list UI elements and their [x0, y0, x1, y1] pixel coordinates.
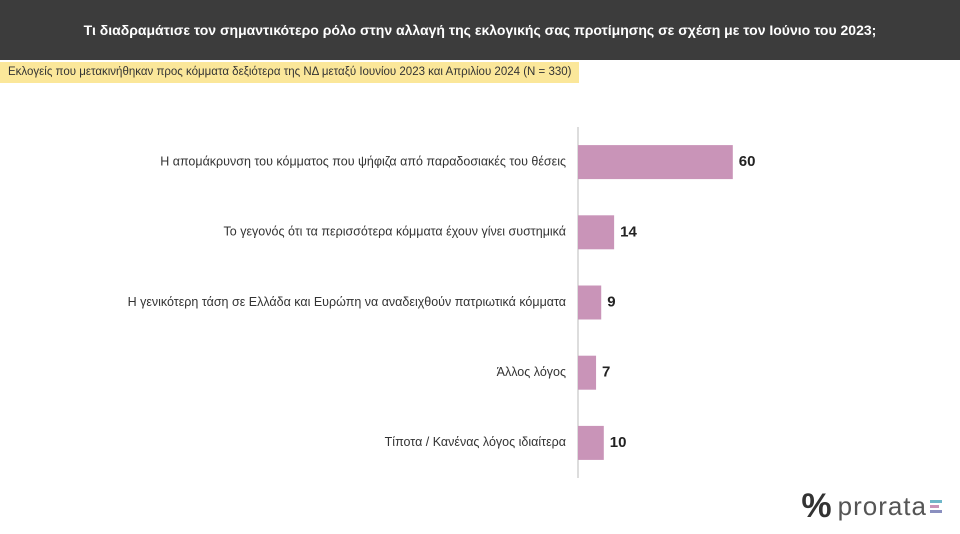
logo-bars: [930, 500, 942, 513]
category-label: Άλλος λόγος: [497, 365, 566, 379]
data-label: 14: [620, 223, 637, 240]
category-label: Η γενικότερη τάση σε Ελλάδα και Ευρώπη ν…: [128, 295, 566, 309]
bar: [578, 285, 602, 320]
bar: [578, 355, 597, 390]
bar: [578, 215, 615, 250]
data-label: 7: [602, 364, 610, 381]
category-label: Το γεγονός ότι τα περισσότερα κόμματα έχ…: [224, 225, 566, 239]
data-label: 10: [610, 434, 627, 451]
logo-name: prorata: [837, 491, 927, 521]
bar: [578, 425, 604, 460]
bar: [578, 145, 733, 180]
data-label: 60: [739, 153, 756, 170]
header: Τι διαδραμάτισε τον σημαντικότερο ρόλο σ…: [0, 0, 960, 60]
category-label: Τίποτα / Κανένας λόγος ιδιαίτερα: [385, 435, 566, 449]
data-label: 9: [607, 293, 615, 310]
logo-symbol: %: [801, 487, 832, 525]
chart-subtitle: Εκλογείς που μετακινήθηκαν προς κόμματα …: [0, 62, 580, 83]
logo: % prorata: [801, 487, 942, 526]
category-label: Η απομάκρυνση του κόμματος που ψήφιζα απ…: [160, 154, 566, 168]
chart-title: Τι διαδραμάτισε τον σημαντικότερο ρόλο σ…: [83, 22, 877, 38]
